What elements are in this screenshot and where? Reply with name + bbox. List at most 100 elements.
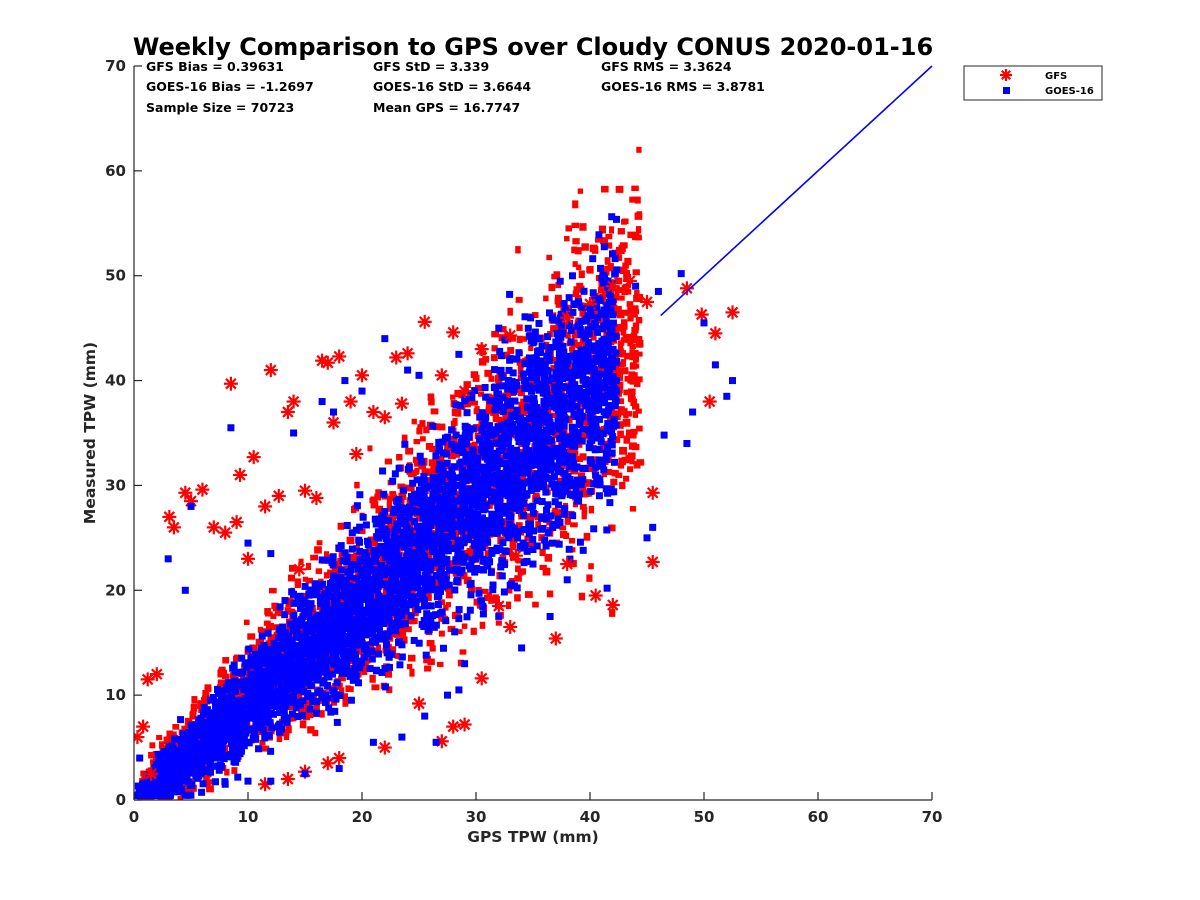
- cloud-point-gfs: [624, 375, 630, 382]
- cloud-point-gfs: [507, 347, 515, 354]
- cloud-point-gfs: [545, 382, 554, 388]
- cloud-point-gfs: [465, 443, 471, 452]
- cloud-point-goes16: [360, 645, 368, 653]
- cloud-point-goes16: [373, 533, 381, 541]
- cloud-point-gfs: [221, 673, 230, 679]
- cloud-point-goes16: [302, 634, 310, 642]
- cloud-point-goes16: [502, 452, 510, 460]
- cloud-point-goes16: [231, 668, 239, 676]
- cloud-point-gfs: [470, 371, 479, 379]
- cloud-point-goes16: [405, 562, 413, 570]
- cloud-point-goes16: [390, 594, 398, 602]
- cloud-point-goes16: [598, 275, 606, 283]
- cloud-point-goes16: [495, 514, 503, 522]
- cloud-point-goes16: [422, 507, 430, 515]
- cloud-point-gfs: [629, 506, 637, 512]
- cloud-point-goes16: [381, 664, 389, 672]
- cloud-point-goes16: [267, 747, 275, 755]
- cloud-point-goes16: [488, 510, 496, 518]
- cloud-point-goes16: [455, 615, 463, 623]
- cloud-point-goes16: [206, 760, 214, 768]
- cloud-point-goes16: [351, 665, 359, 673]
- cloud-point-goes16: [281, 597, 289, 605]
- cloud-point-gfs: [314, 546, 322, 554]
- cloud-point-goes16: [520, 479, 528, 487]
- stat-mean-gps: Mean GPS = 16.7747: [373, 100, 520, 115]
- cloud-point-goes16: [177, 716, 185, 724]
- cloud-point-goes16: [300, 596, 308, 604]
- cloud-point-gfs: [405, 447, 414, 455]
- cloud-point-gfs: [578, 270, 585, 279]
- cloud-point-goes16: [525, 530, 533, 538]
- cloud-point-goes16: [596, 434, 604, 442]
- cloud-point-gfs: [616, 305, 622, 313]
- cloud-point-goes16: [529, 425, 537, 433]
- cloud-point-gfs: [610, 478, 618, 486]
- cloud-point-gfs: [616, 373, 624, 381]
- cloud-point-goes16: [242, 721, 250, 729]
- cloud-point-gfs: [622, 418, 631, 427]
- cloud-point-goes16: [383, 614, 391, 622]
- cloud-point-gfs: [332, 567, 338, 574]
- cloud-point-gfs: [450, 420, 457, 427]
- cloud-point-gfs: [621, 284, 630, 291]
- cloud-point-goes16: [594, 328, 602, 336]
- cloud-point-goes16: [372, 666, 380, 674]
- cloud-point-goes16: [433, 478, 441, 486]
- cloud-point-goes16: [559, 383, 567, 391]
- cloud-point-gfs: [626, 301, 634, 307]
- cloud-point-gfs: [457, 659, 464, 667]
- cloud-point-gfs: [181, 725, 188, 733]
- cloud-point-goes16: [486, 479, 494, 487]
- cloud-point-goes16: [203, 726, 211, 734]
- cloud-point-gfs: [618, 351, 625, 358]
- cloud-point-gfs: [361, 668, 368, 675]
- cloud-point-goes16: [594, 314, 602, 322]
- cloud-point-goes16: [344, 568, 352, 576]
- cloud-point-gfs: [222, 657, 230, 664]
- cloud-point-gfs: [389, 495, 396, 501]
- cloud-point-goes16: [533, 418, 541, 426]
- cloud-point-gfs: [630, 332, 638, 339]
- cloud-point-gfs: [394, 631, 402, 638]
- cloud-point-goes16: [257, 644, 265, 652]
- cloud-point-goes16: [524, 324, 532, 332]
- cloud-point-gfs: [384, 458, 393, 465]
- cloud-point-gfs: [597, 287, 605, 294]
- cloud-point-goes16: [567, 482, 575, 490]
- cloud-point-gfs: [375, 505, 384, 514]
- cloud-point-gfs: [219, 669, 228, 676]
- cloud-point-gfs: [274, 609, 282, 616]
- cloud-point-gfs: [606, 242, 613, 249]
- cloud-point-goes16: [456, 569, 464, 577]
- cloud-point-goes16: [380, 619, 388, 627]
- cloud-point-gfs: [539, 548, 546, 557]
- cloud-point-gfs: [387, 522, 394, 528]
- cloud-point-gfs: [618, 408, 627, 415]
- cloud-point-goes16: [451, 628, 459, 636]
- cloud-point-goes16: [327, 634, 335, 642]
- cloud-point-gfs: [623, 270, 631, 277]
- cloud-point-gfs: [258, 638, 265, 645]
- cloud-point-gfs: [631, 336, 638, 344]
- cloud-point-gfs: [342, 698, 349, 707]
- cloud-point-gfs: [451, 408, 460, 417]
- cloud-point-gfs: [206, 785, 214, 793]
- cloud-point-gfs: [338, 675, 346, 682]
- cloud-point-goes16: [510, 530, 518, 538]
- cloud-point-goes16: [568, 272, 576, 280]
- cloud-point-gfs: [568, 537, 576, 544]
- cloud-point-gfs: [581, 243, 589, 251]
- cloud-point-gfs: [528, 345, 534, 351]
- cloud-point-goes16: [385, 551, 393, 559]
- cloud-point-gfs: [611, 469, 619, 477]
- cloud-point-gfs: [533, 493, 540, 499]
- cloud-point-gfs: [156, 734, 163, 741]
- cloud-point-gfs: [581, 432, 589, 440]
- cloud-point-goes16: [199, 780, 207, 788]
- cloud-point-goes16: [546, 343, 554, 351]
- cloud-point-goes16: [565, 462, 573, 470]
- cloud-point-goes16: [281, 654, 289, 662]
- cloud-point-gfs: [544, 553, 553, 562]
- cloud-point-goes16: [395, 596, 403, 604]
